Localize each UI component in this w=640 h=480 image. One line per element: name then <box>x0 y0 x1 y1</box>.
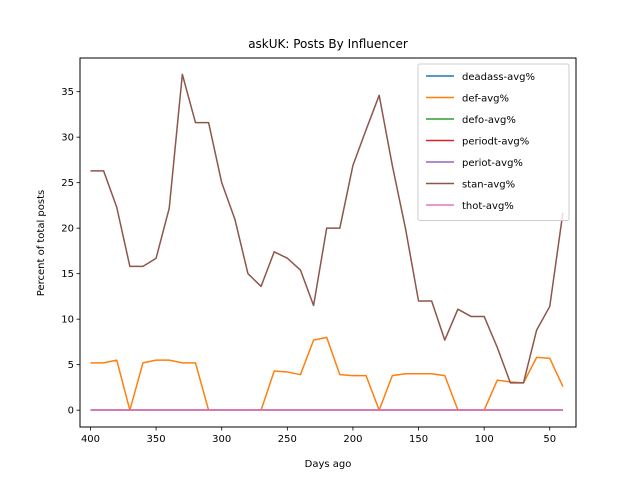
y-tick-label: 20 <box>61 224 74 235</box>
legend-label-defo-avg: defo-avg% <box>462 115 516 126</box>
x-tick-label: 350 <box>147 434 166 445</box>
legend-label-def-avg: def-avg% <box>462 94 509 105</box>
x-axis: 400 350 300 250 200 150 100 50 <box>81 427 556 445</box>
plot-frame <box>79 57 577 428</box>
x-axis-label: Days ago <box>305 459 352 470</box>
x-tick-label: 50 <box>543 434 556 445</box>
y-axis: 0 5 10 15 20 25 30 35 <box>61 87 80 417</box>
y-tick-label: 15 <box>61 269 74 280</box>
legend: deadass-avg% def-avg% defo-avg% periodt-avg… <box>417 63 570 221</box>
y-tick-label: 35 <box>61 87 74 98</box>
series-layer <box>90 73 564 411</box>
x-tick-label: 250 <box>278 434 297 445</box>
y-tick-label: 0 <box>68 406 74 417</box>
x-tick-label: 400 <box>81 434 100 445</box>
legend-label-stan-avg: stan-avg% <box>462 180 515 191</box>
y-tick-label: 30 <box>61 133 74 144</box>
y-tick-label: 10 <box>61 315 74 326</box>
x-tick-label: 100 <box>475 434 494 445</box>
x-tick-label: 300 <box>212 434 231 445</box>
legend-box <box>417 63 570 221</box>
series-line-stan-avg <box>90 73 564 384</box>
legend-label-periot-avg: periot-avg% <box>462 158 523 169</box>
legend-label-deadass-avg: deadass-avg% <box>462 72 535 83</box>
legend-label-thot-avg: thot-avg% <box>462 201 514 212</box>
y-axis-label: Percent of total posts <box>36 190 47 296</box>
legend-label-periodt-avg: periodt-avg% <box>462 137 529 148</box>
y-tick-label: 25 <box>61 178 74 189</box>
x-tick-label: 150 <box>409 434 428 445</box>
x-tick-label: 200 <box>343 434 362 445</box>
chart-title: askUK: Posts By Influencer <box>248 37 408 51</box>
y-tick-label: 5 <box>68 360 74 371</box>
